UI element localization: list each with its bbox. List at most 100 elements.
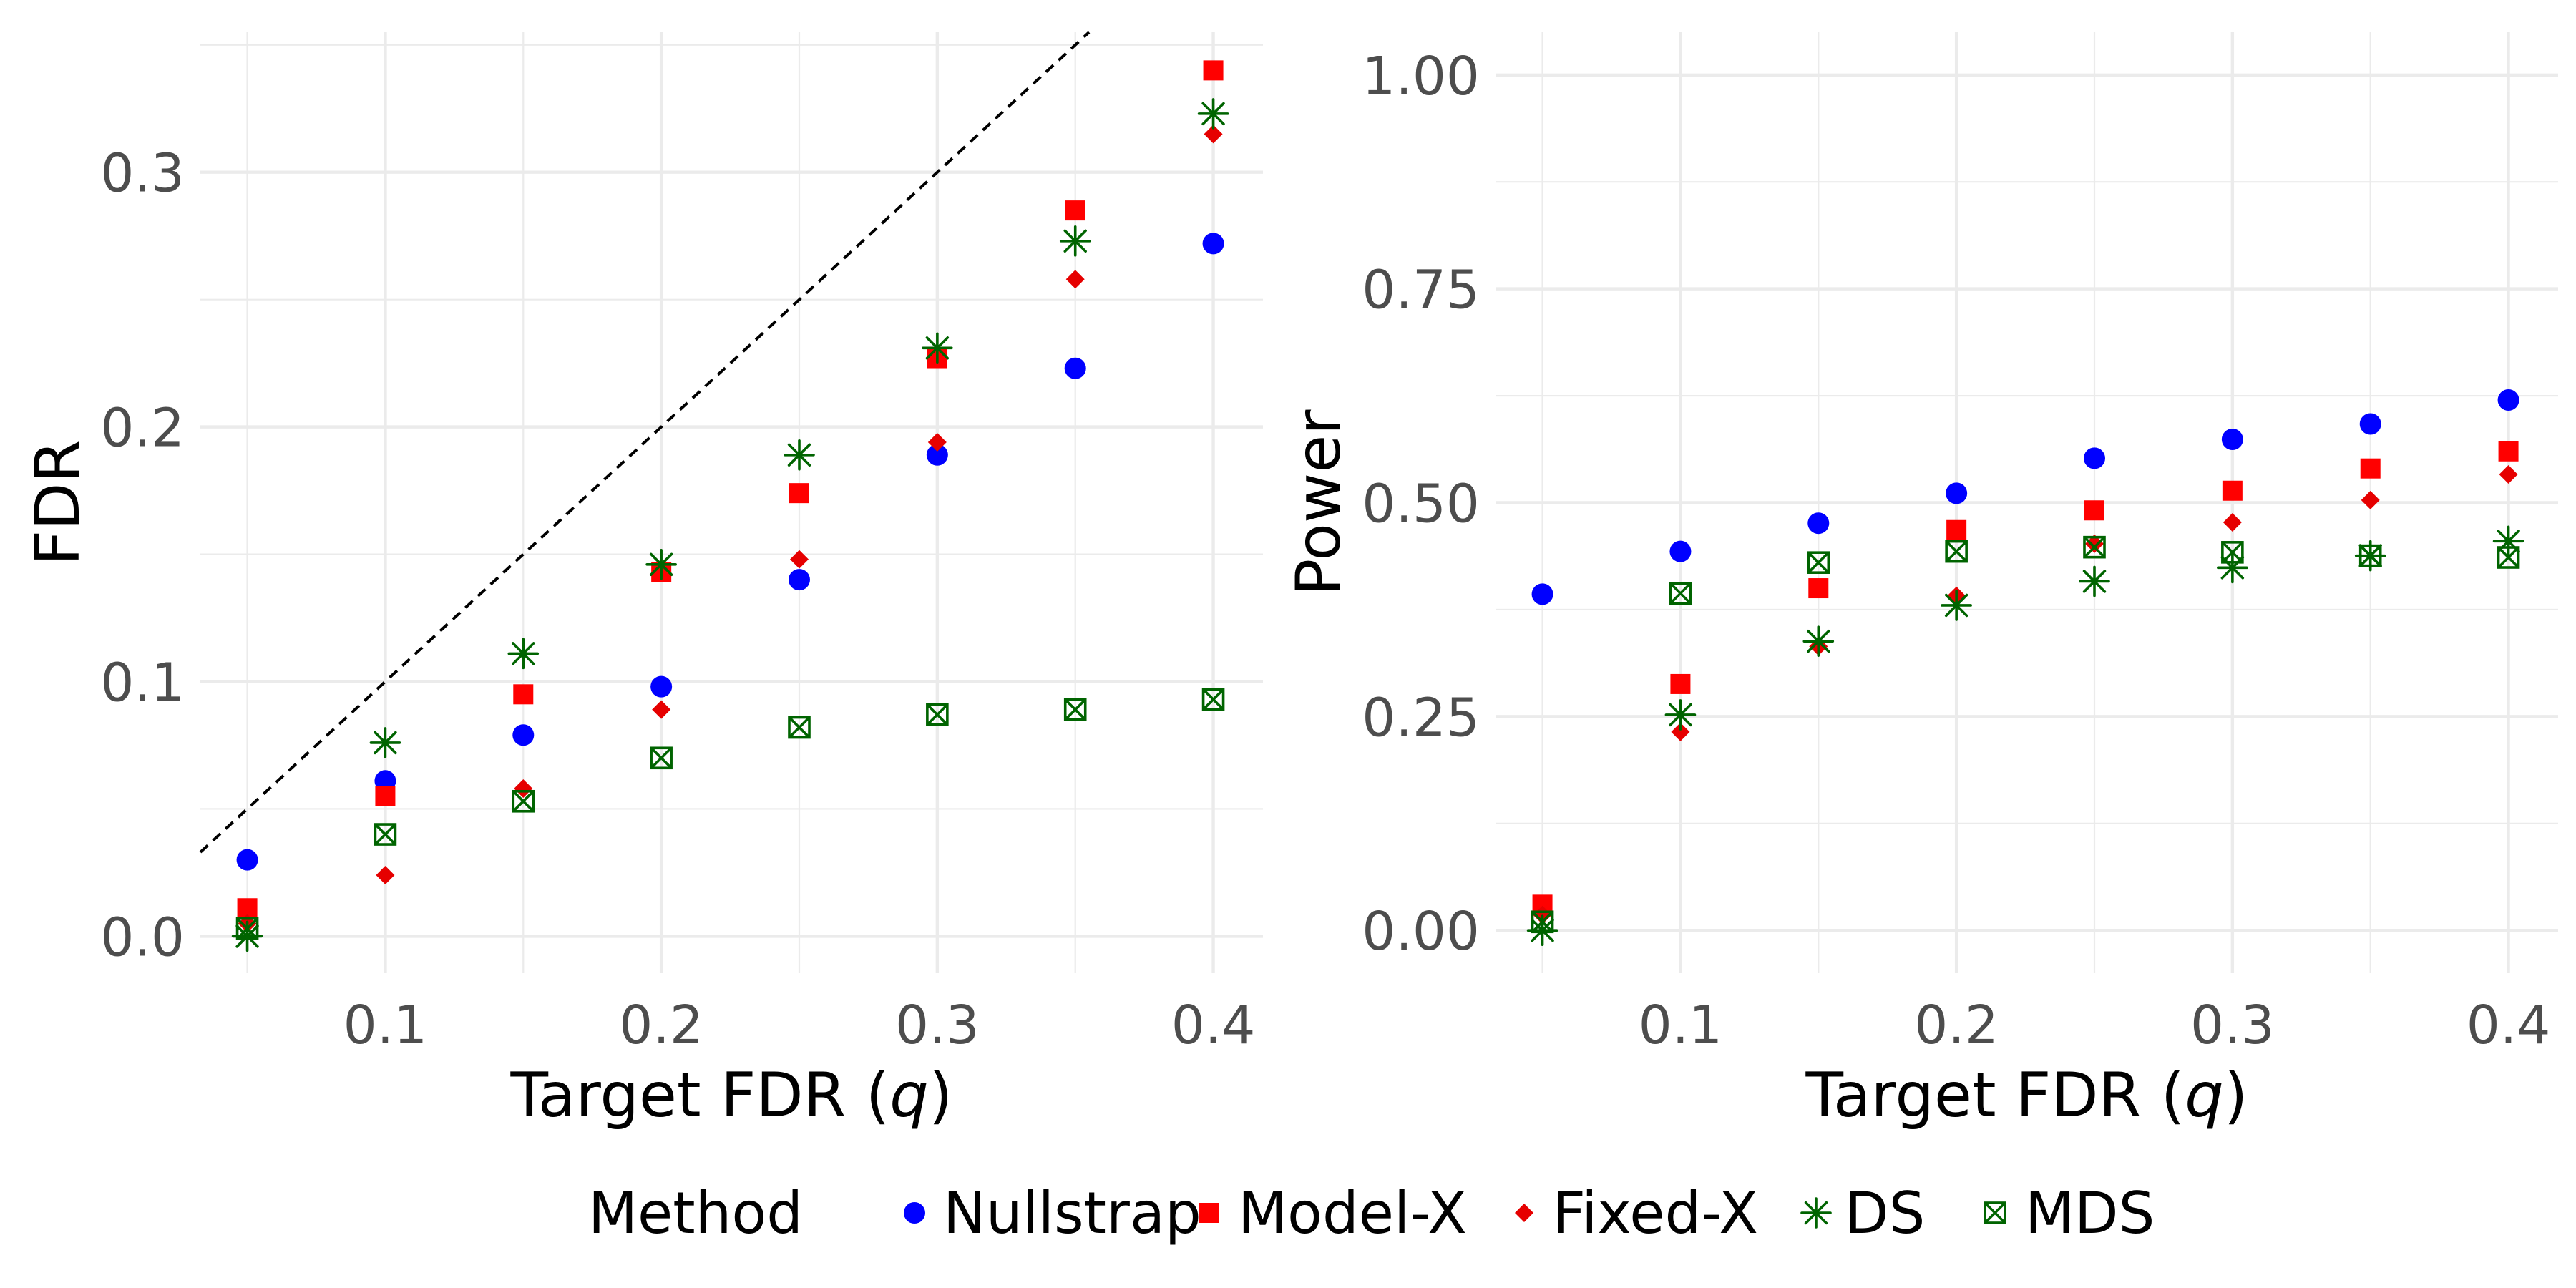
- point-model-x: [513, 684, 534, 705]
- point-fixed-x: [2223, 512, 2242, 532]
- point-fixed-x: [514, 779, 533, 798]
- point-mds: [2358, 544, 2382, 567]
- legend-label-fixed-x: Fixed-X: [1553, 1180, 1758, 1246]
- legend-key-nullstrap: [904, 1202, 925, 1224]
- point-mds: [2497, 546, 2520, 569]
- point-model-x: [375, 786, 396, 806]
- point-model-x: [1946, 519, 1967, 540]
- point-mds: [1945, 540, 1968, 563]
- point-model-x: [1203, 60, 1224, 81]
- point-ds: [1197, 98, 1229, 130]
- legend-key-fixed-x: [1515, 1204, 1533, 1222]
- legend-title: Method: [588, 1180, 803, 1246]
- point-nullstrap: [2359, 413, 2381, 435]
- identity-reference-line: [199, 31, 1091, 854]
- point-model-x: [1670, 673, 1691, 694]
- point-fixed-x: [2361, 490, 2380, 509]
- point-ds: [645, 549, 677, 580]
- point-ds: [507, 638, 540, 670]
- point-nullstrap: [1807, 512, 1830, 535]
- legend-label-mds: MDS: [2025, 1180, 2155, 1246]
- y-tick-label: 0.1: [100, 653, 185, 714]
- point-fixed-x: [1204, 125, 1223, 144]
- series-model-x: [1532, 441, 2519, 915]
- point-nullstrap: [789, 569, 810, 591]
- point-fixed-x: [2499, 465, 2518, 484]
- x-tick-label: 0.4: [2467, 995, 2551, 1056]
- y-axis-title: FDR: [22, 440, 94, 565]
- x-tick-label: 0.1: [343, 995, 428, 1056]
- series-ds: [231, 98, 1229, 952]
- point-mds: [650, 746, 673, 770]
- point-nullstrap: [1531, 583, 1553, 605]
- point-model-x: [789, 483, 809, 504]
- point-nullstrap: [650, 675, 673, 698]
- point-mds: [374, 823, 397, 846]
- point-model-x: [2498, 441, 2519, 462]
- point-ds: [1059, 225, 1091, 257]
- point-ds: [1941, 590, 1972, 621]
- x-tick-label: 0.2: [619, 995, 703, 1056]
- legend: Method Nullstrap Model-X Fixed-X DS MDS: [588, 1180, 2155, 1246]
- x-tick-label: 0.3: [895, 995, 980, 1056]
- point-fixed-x: [652, 700, 671, 719]
- y-tick-label: 0.50: [1362, 474, 1480, 535]
- point-nullstrap: [236, 849, 258, 871]
- point-nullstrap: [2497, 389, 2519, 411]
- point-nullstrap: [1202, 233, 1224, 255]
- point-mds: [1063, 698, 1087, 721]
- y-tick-label: 0.25: [1362, 687, 1480, 748]
- point-ds: [1802, 625, 1835, 657]
- point-fixed-x: [1671, 722, 1690, 741]
- series-nullstrap: [236, 233, 1224, 871]
- y-tick-label: 0.00: [1362, 901, 1480, 962]
- x-axis-title: Target FDR (q): [510, 1060, 953, 1131]
- power-panel: 0.1 0.2 0.3 0.4 0.00 0.25 0.50 0.75 1.00 Target F…: [1283, 32, 2558, 1131]
- point-model-x: [2360, 458, 2381, 479]
- point-model-x: [1808, 578, 1829, 599]
- x-tick-label: 0.1: [1639, 995, 1723, 1056]
- point-ds: [922, 332, 953, 364]
- y-tick-label: 0.3: [100, 143, 185, 205]
- legend-label-nullstrap: Nullstrap: [943, 1180, 1201, 1246]
- legend-label-ds: DS: [1845, 1180, 1925, 1246]
- point-mds: [1201, 688, 1225, 711]
- x-tick-label: 0.4: [1171, 995, 1256, 1056]
- point-fixed-x: [1065, 270, 1085, 289]
- point-mds: [1807, 551, 1830, 574]
- point-nullstrap: [2084, 447, 2105, 469]
- point-mds: [2221, 541, 2244, 564]
- y-tick-label: 0.2: [100, 398, 185, 459]
- point-model-x: [2084, 500, 2104, 521]
- point-mds: [2083, 535, 2106, 559]
- point-ds: [2079, 565, 2110, 597]
- legend-key-ds: [1800, 1197, 1832, 1229]
- legend-key-model-x: [1199, 1203, 1219, 1223]
- point-nullstrap: [926, 444, 948, 466]
- point-model-x: [2222, 480, 2243, 501]
- point-nullstrap: [1669, 540, 1692, 562]
- x-tick-label: 0.3: [2190, 995, 2275, 1056]
- point-nullstrap: [512, 724, 535, 746]
- point-mds: [926, 703, 949, 726]
- point-ds: [369, 727, 401, 758]
- point-fixed-x: [2085, 534, 2104, 553]
- point-mds: [788, 716, 811, 739]
- point-fixed-x: [927, 432, 947, 452]
- y-tick-label: 1.00: [1362, 46, 1480, 107]
- legend-key-mds: [1984, 1201, 2006, 1224]
- legend-label-model-x: Model-X: [1238, 1180, 1467, 1246]
- series-nullstrap: [1531, 389, 2519, 605]
- x-axis-title: Target FDR (q): [1805, 1060, 2248, 1131]
- point-mds: [1669, 582, 1692, 605]
- point-mds: [512, 789, 535, 813]
- y-tick-label: 0.0: [100, 907, 185, 968]
- point-ds: [784, 439, 815, 471]
- point-mds: [235, 917, 259, 940]
- series-mds: [235, 688, 1225, 940]
- y-tick-label: 0.75: [1362, 260, 1480, 321]
- point-nullstrap: [1064, 357, 1086, 379]
- series-fixed-x: [238, 125, 1223, 933]
